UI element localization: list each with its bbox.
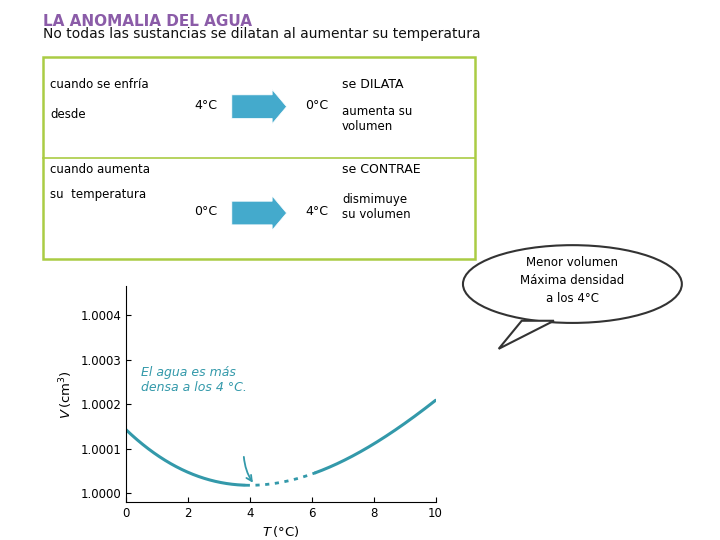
Text: 4°C: 4°C — [305, 205, 328, 218]
Ellipse shape — [463, 245, 682, 323]
X-axis label: $T\,(°\mathrm{C})$: $T\,(°\mathrm{C})$ — [262, 524, 300, 539]
FancyArrow shape — [232, 90, 287, 124]
Y-axis label: $V\,(\mathrm{cm}^3)$: $V\,(\mathrm{cm}^3)$ — [57, 370, 75, 418]
Text: LA ANOMALIA DEL AGUA: LA ANOMALIA DEL AGUA — [43, 14, 252, 29]
Text: su  temperatura: su temperatura — [50, 188, 147, 201]
Polygon shape — [499, 321, 554, 349]
Text: desde: desde — [50, 108, 86, 121]
FancyArrow shape — [232, 196, 287, 230]
Text: dismimuye
su volumen: dismimuye su volumen — [342, 193, 410, 221]
Text: No todas las sustancias se dilatan al aumentar su temperatura: No todas las sustancias se dilatan al au… — [43, 27, 481, 41]
Text: cuando aumenta: cuando aumenta — [50, 163, 150, 177]
Text: 4°C: 4°C — [194, 99, 217, 112]
Text: Menor volumen
Máxima densidad
a los 4°C: Menor volumen Máxima densidad a los 4°C — [521, 256, 624, 305]
Text: se CONTRAE: se CONTRAE — [342, 163, 420, 177]
Text: 0°C: 0°C — [305, 99, 328, 112]
Text: cuando se enfría: cuando se enfría — [50, 78, 149, 91]
Text: 0°C: 0°C — [194, 205, 217, 218]
Text: aumenta su
volumen: aumenta su volumen — [342, 105, 413, 133]
Text: se DILATA: se DILATA — [342, 78, 403, 91]
Text: El agua es más
densa a los 4 °C.: El agua es más densa a los 4 °C. — [141, 366, 248, 394]
